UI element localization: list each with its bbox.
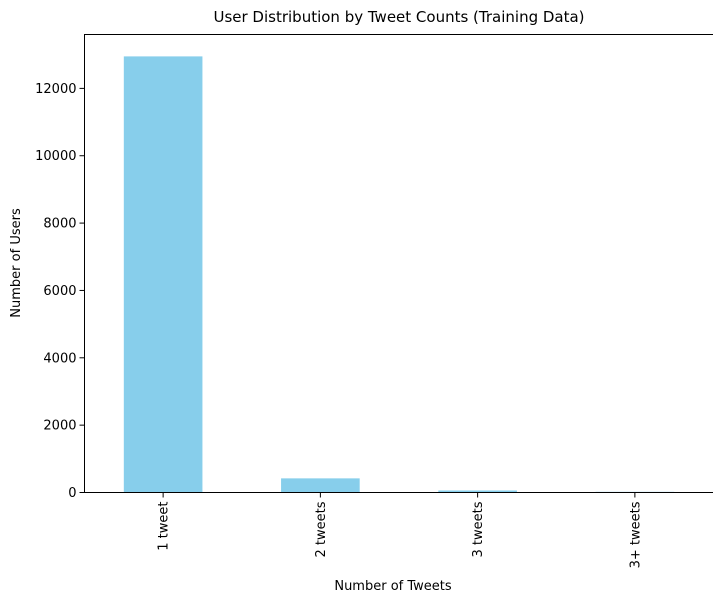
bar-1-tweet	[124, 56, 203, 492]
y-axis: 0 2000 4000 6000 8000 10000 12000	[35, 82, 84, 501]
y-tick-label: 6000	[43, 284, 76, 299]
x-axis-label: Number of Tweets	[334, 579, 452, 594]
bar-2-tweets	[281, 478, 360, 492]
y-tick-label: 12000	[35, 82, 76, 97]
x-tick-label: 3 tweets	[471, 501, 486, 557]
chart-title: User Distribution by Tweet Counts (Train…	[213, 8, 584, 26]
bars-group	[124, 56, 674, 492]
y-tick-label: 2000	[43, 419, 76, 434]
y-axis-label: Number of Users	[9, 208, 24, 318]
y-tick-label: 8000	[43, 217, 76, 232]
y-tick-label: 0	[68, 486, 76, 501]
x-tick-label: 2 tweets	[314, 501, 329, 557]
x-axis: 1 tweet 2 tweets 3 tweets 3+ tweets	[157, 493, 644, 569]
y-tick-label: 4000	[43, 351, 76, 366]
x-tick-label: 3+ tweets	[628, 501, 643, 568]
y-tick-label: 10000	[35, 149, 76, 164]
x-tick-label: 1 tweet	[157, 502, 172, 551]
